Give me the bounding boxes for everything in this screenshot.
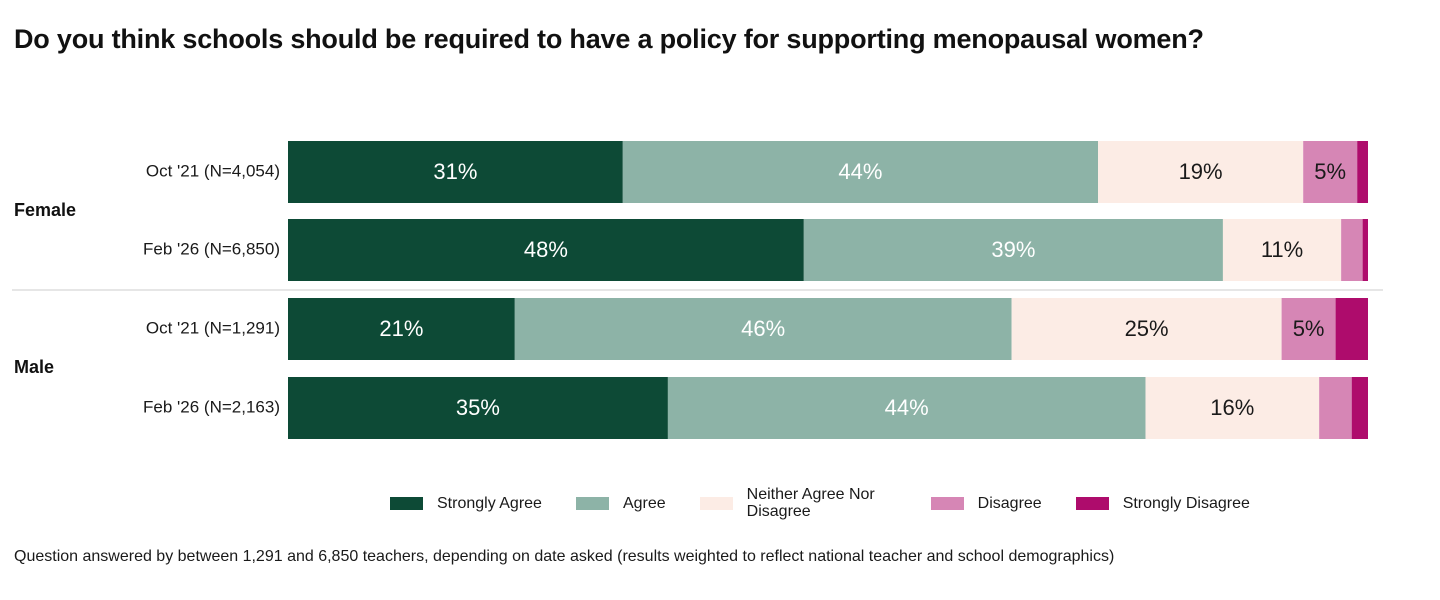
row-label: Oct '21 (N=1,291) [146,318,280,337]
stacked-bar-chart: Female Oct '21 (N=4,054) 31% 44% 19% 5% Feb '2… [12,141,1383,439]
legend-label-agree: Agree [622,494,666,512]
bar-segment-disagree [1319,377,1352,439]
bar-segment-neither-agree-nor-disagree [1145,377,1320,439]
legend-swatch-disagree [930,496,964,510]
legend-item-neither: Neither Agree Nor Disagree [699,486,897,520]
data-label: 35% [456,395,500,420]
data-label: 5% [1293,316,1325,341]
row-label: Feb '26 (N=2,163) [143,397,280,416]
bar-segment-neither-agree-nor-disagree [1098,141,1304,203]
legend-swatch-agree [575,496,609,510]
bar-segment-agree [667,377,1146,439]
legend-label-strongly-agree: Strongly Agree [437,494,542,512]
legend-item-strongly-agree: Strongly Agree [390,495,542,512]
legend-label-disagree: Disagree [977,494,1042,512]
bar-segment-strongly-disagree [1351,377,1368,439]
bar-segment-disagree [1341,219,1363,281]
bar-segment-disagree [1281,298,1336,360]
bar-segment-disagree [1303,141,1358,203]
row-label: Feb '26 (N=6,850) [143,239,280,258]
legend-label-neither: Neither Agree Nor Disagree [746,486,875,520]
bar-segment-strongly-disagree [1335,298,1368,360]
bar-segment-strongly-agree [288,141,623,203]
bar-segment-strongly-disagree [1362,219,1368,281]
group-label-female: Female [14,200,76,220]
legend-label-strongly-disagree: Strongly Disagree [1122,494,1250,512]
data-label: 31% [433,159,477,184]
group-label-male: Male [14,357,54,377]
row-label: Oct '21 (N=4,054) [146,161,280,180]
bar-segment-neither-agree-nor-disagree [1222,219,1342,281]
legend-item-agree: Agree [575,494,666,512]
chart-title: Do you think schools should be required … [14,24,1204,54]
bar-segment-strongly-agree [288,298,515,360]
data-label: 21% [379,316,423,341]
bar-segment-agree [622,141,1098,203]
bar-segment-agree [514,298,1012,360]
bar-segment-strongly-agree [288,377,668,439]
data-label: 5% [1314,159,1346,184]
data-label: 46% [741,316,785,341]
legend-item-strongly-disagree: Strongly Disagree [1075,494,1250,512]
bar-segment-strongly-disagree [1357,141,1368,203]
data-label: 44% [838,159,882,184]
legend-swatch-strongly-disagree [1075,496,1109,510]
bar-segment-neither-agree-nor-disagree [1011,298,1282,360]
legend-swatch-neither [699,496,733,510]
data-label: 48% [524,237,568,262]
footnote: Question answered by between 1,291 and 6… [14,548,1115,565]
data-label: 44% [885,395,929,420]
data-label: 39% [991,237,1035,262]
data-label: 19% [1179,159,1223,184]
legend-item-disagree: Disagree [930,494,1042,512]
legend-swatch-strongly-agree [390,496,423,510]
data-label: 11% [1261,237,1303,262]
bar-segment-strongly-agree [288,219,804,281]
bar-segment-agree [803,219,1223,281]
data-label: 16% [1210,395,1254,420]
legend: Strongly Agree Agree Neither Agree Nor D… [390,486,1284,520]
data-label: 25% [1125,316,1169,341]
